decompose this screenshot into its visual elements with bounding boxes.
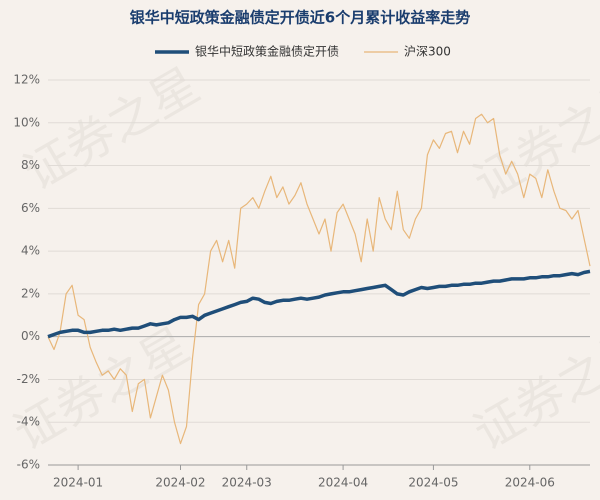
watermark: 证券之星 [465, 317, 600, 462]
y-tick-label: 8% [21, 158, 40, 172]
series-line [47, 113, 591, 445]
y-tick-label: -6% [17, 458, 40, 472]
y-tick-label: 2% [21, 286, 40, 300]
x-tick-label: 2024-03 [222, 476, 272, 490]
x-tick-label: 2024-06 [505, 476, 555, 490]
series-line [47, 269, 591, 339]
y-tick-label: 12% [13, 73, 40, 87]
y-tick-label: 10% [13, 115, 40, 129]
y-tick-label: 0% [21, 329, 40, 343]
chart-title: 银华中短政策金融债定开债近6个月累计收益率走势 [130, 9, 470, 27]
y-tick-label: 6% [21, 201, 40, 215]
legend-label: 银华中短政策金融债定开债 [195, 44, 339, 59]
x-tick-label: 2024-02 [155, 476, 205, 490]
watermark: 证券之星 [465, 67, 600, 212]
legend-label: 沪深300 [404, 45, 451, 59]
x-tick-label: 2024-01 [53, 476, 103, 490]
y-tick-label: -4% [17, 415, 40, 429]
x-tick-label: 2024-05 [408, 476, 458, 490]
x-tick-label: 2024-04 [318, 476, 368, 490]
y-tick-label: -2% [17, 372, 40, 386]
y-tick-label: 4% [21, 244, 40, 258]
watermark: 证券之星 [15, 57, 209, 202]
